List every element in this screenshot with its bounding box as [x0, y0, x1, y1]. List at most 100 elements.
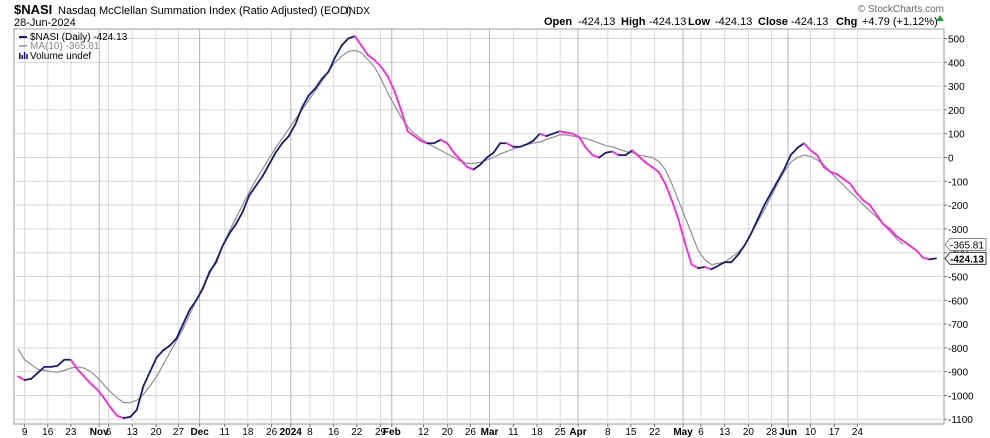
- main-line-segment: [96, 388, 105, 399]
- main-line-segment: [552, 130, 561, 135]
- main-line-segment: [109, 406, 118, 417]
- main-line-segment: [855, 192, 865, 202]
- main-line-segment: [17, 375, 26, 381]
- x-tick-label: 15: [625, 427, 637, 438]
- last-value-tag: [944, 238, 987, 252]
- chg-label: Chg: [836, 16, 857, 28]
- main-line-segment: [492, 142, 502, 154]
- main-line-segment: [116, 414, 125, 419]
- y-tick-label: -500: [948, 272, 968, 283]
- main-line-segment: [261, 163, 270, 178]
- x-tick-label: 11: [220, 427, 231, 438]
- main-line-segment: [783, 154, 792, 171]
- main-line-segment: [717, 261, 726, 267]
- legend: $NASI (Daily) -424.13 MA(10) -365.81 Vol…: [19, 32, 128, 62]
- main-line-segment: [228, 223, 237, 235]
- date-label: 28-Jun-2024: [14, 17, 76, 29]
- main-line-segment: [730, 254, 739, 264]
- main-line-segment: [149, 356, 158, 373]
- main-line-segment: [102, 396, 112, 409]
- y-tick-label: -300: [948, 225, 968, 236]
- main-line-segment: [849, 182, 858, 195]
- main-line-segment: [756, 204, 766, 221]
- high-label: High: [621, 16, 646, 28]
- open-value: -424.13: [578, 16, 615, 28]
- series-name: Nasdaq McClellan Summation Index (Ratio …: [58, 5, 351, 17]
- main-line-segment: [367, 54, 376, 61]
- main-line-segment: [400, 109, 409, 133]
- main-line-segment: [268, 151, 277, 166]
- main-line-segment: [314, 78, 323, 90]
- y-tick-label: 100: [948, 130, 965, 141]
- main-line-segment: [419, 139, 429, 145]
- main-line-segment: [281, 135, 290, 145]
- y-tick-label: 400: [948, 58, 965, 69]
- main-line-segment: [585, 147, 594, 157]
- main-line-segment: [83, 375, 92, 385]
- x-tick-label: Dec: [190, 427, 209, 438]
- main-line-segment: [380, 66, 389, 78]
- y-tick-label: 300: [948, 82, 965, 93]
- main-line-segment: [129, 408, 138, 418]
- main-line-segment: [684, 242, 693, 266]
- main-line-segment: [657, 170, 667, 185]
- y-tick-label: -900: [948, 368, 968, 379]
- main-line-segment: [842, 178, 852, 185]
- main-line-segment: [664, 182, 673, 202]
- x-tick-label: Apr: [569, 427, 586, 438]
- main-line-segment: [822, 166, 832, 173]
- x-tick-label: 8: [605, 427, 611, 438]
- main-line-segment: [459, 158, 468, 168]
- main-line-segment: [195, 287, 204, 302]
- y-tick-label: -600: [948, 296, 968, 307]
- main-line-segment: [743, 232, 752, 247]
- main-line-segment: [320, 70, 330, 80]
- y-tick-label: -200: [948, 201, 968, 212]
- main-line-segment: [809, 149, 819, 157]
- up-arrow-icon: [936, 15, 944, 21]
- y-tick-label: -700: [948, 320, 968, 331]
- main-line-segment: [519, 143, 528, 148]
- main-line-segment: [446, 142, 455, 154]
- main-line-segment: [452, 151, 462, 161]
- x-tick-label: May: [673, 427, 693, 438]
- main-line-segment: [439, 138, 449, 145]
- main-line-segment: [915, 249, 924, 259]
- main-line-segment: [353, 35, 363, 47]
- main-line-segment: [651, 166, 660, 173]
- main-line-segment: [466, 166, 475, 171]
- x-tick-label: 20: [743, 427, 755, 438]
- main-line-segment: [836, 173, 845, 180]
- low-value: -424.13: [715, 16, 752, 28]
- main-line-segment: [479, 156, 488, 166]
- main-line-segment: [710, 264, 719, 271]
- main-line-segment: [697, 266, 706, 270]
- main-line-segment: [525, 139, 535, 146]
- main-line-segment: [30, 371, 39, 380]
- main-line-segment: [644, 161, 653, 168]
- x-tick-label: 28: [766, 427, 778, 438]
- main-line-segment: [413, 135, 422, 142]
- main-line-segment: [677, 218, 686, 245]
- main-line-segment: [307, 87, 317, 97]
- main-line-segment: [294, 106, 303, 126]
- x-tick-label: 18: [532, 427, 544, 438]
- main-line-segment: [611, 150, 620, 157]
- close-value: -424.13: [791, 16, 828, 28]
- main-line-segment: [215, 244, 224, 264]
- y-tick-label: 200: [948, 106, 965, 117]
- x-tick-label: 6: [698, 427, 704, 438]
- symbol-title: $NASI: [14, 2, 52, 17]
- main-line-segment: [69, 358, 79, 371]
- legend-main-label: $NASI (Daily) -424.13: [30, 32, 128, 43]
- y-tick-label: -1000: [948, 391, 974, 402]
- main-line-segment: [571, 132, 581, 139]
- main-line-segment: [175, 323, 185, 340]
- main-line-segment: [235, 211, 244, 226]
- main-line-segment: [769, 180, 779, 195]
- main-line-segment: [347, 35, 356, 40]
- main-line-segment: [829, 170, 838, 176]
- main-line-segment: [545, 132, 554, 137]
